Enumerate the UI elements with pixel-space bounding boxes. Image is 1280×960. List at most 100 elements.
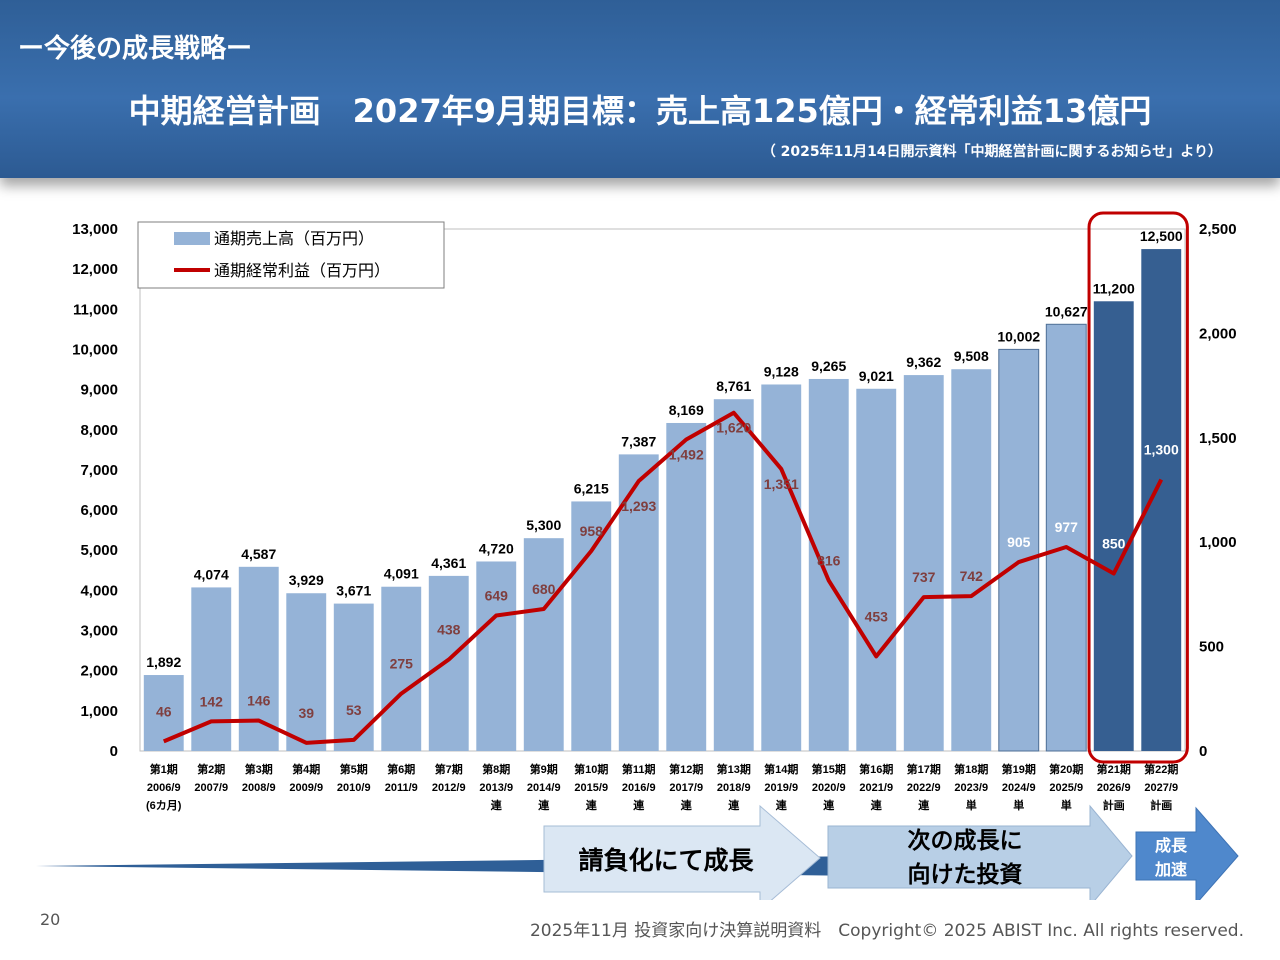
- profit-data-label: 742: [960, 568, 984, 584]
- sales-bar: [476, 561, 517, 751]
- phase-arrow-1: [543, 804, 821, 900]
- x-tick-year-label: 2013/9: [479, 782, 513, 794]
- x-tick-period-label: 第19期: [1002, 762, 1036, 776]
- phase-label-2-line1: 次の成長に: [908, 827, 1023, 853]
- left-axis-tick-label: 12,000: [72, 261, 118, 278]
- legend-bar-swatch: [174, 232, 210, 245]
- plan-highlight-box: [1087, 211, 1189, 764]
- headline: 中期経営計画 2027年9月期目標：売上高125億円・経常利益13億円: [128, 92, 1152, 130]
- x-tick-year-label: 2025/9: [1049, 782, 1083, 794]
- sales-bar: [761, 384, 802, 751]
- phase-label-3-line2: 加速: [1154, 861, 1187, 879]
- x-tick-year-label: 2006/9: [147, 782, 181, 794]
- x-tick-period-label: 第9期: [530, 762, 558, 776]
- profit-data-label: 142: [200, 693, 224, 709]
- profit-data-label: 737: [912, 569, 936, 585]
- profit-data-label: 977: [1055, 519, 1079, 535]
- x-tick-year-label: 2009/9: [289, 782, 323, 794]
- sales-data-label: 10,627: [1045, 303, 1088, 319]
- source-note: （ 2025年11月14日開示資料「中期経営計画に関するお知らせ」より）: [761, 144, 1222, 160]
- profit-data-label: 39: [298, 705, 314, 721]
- x-tick-note-label: 連: [586, 798, 598, 812]
- phase-label-1: 請負化にて成長: [578, 846, 754, 875]
- x-tick-year-label: 2008/9: [242, 782, 276, 794]
- sales-data-label: 12,500: [1140, 228, 1183, 244]
- x-tick-period-label: 第15期: [812, 762, 846, 776]
- left-axis-tick-label: 1,000: [80, 703, 118, 720]
- sales-data-label: 9,265: [811, 358, 846, 374]
- x-tick-year-label: 2016/9: [622, 782, 656, 794]
- sales-bar: [1045, 323, 1087, 752]
- left-axis-tick-label: 5,000: [80, 542, 118, 559]
- profit-line: [162, 410, 1164, 745]
- x-tick-period-label: 第6期: [387, 762, 415, 776]
- sales-bar: [1093, 301, 1134, 751]
- profit-data-label: 46: [156, 703, 172, 719]
- x-tick-period-label: 第22期: [1144, 762, 1178, 776]
- x-tick-note-label: 連: [871, 798, 883, 812]
- sales-data-label: 1,892: [146, 654, 181, 670]
- profit-data-label: 453: [865, 608, 889, 624]
- x-tick-year-label: 2021/9: [859, 782, 893, 794]
- right-axis-tick-label: 2,000: [1199, 325, 1237, 342]
- x-tick-note-label: 単: [1061, 798, 1072, 812]
- sales-data-label: 7,387: [621, 433, 656, 449]
- x-tick-year-label: 2015/9: [574, 782, 608, 794]
- sales-profit-chart: 0 1,000 2,000 3,000 4,000 5,000 6,000 7,000 8,00…: [36, 211, 1239, 900]
- left-axis-tick-label: 8,000: [80, 422, 118, 439]
- right-axis-tick-label: 0: [1199, 743, 1207, 760]
- sales-bar: [1141, 249, 1182, 752]
- x-tick-period-label: 第14期: [764, 762, 798, 776]
- sales-bar: [713, 399, 754, 751]
- sales-data-label: 10,002: [997, 328, 1040, 344]
- profit-data-label: 1,492: [669, 446, 704, 462]
- phase-label-3-line1: 成長: [1155, 836, 1188, 855]
- sales-data-label: 9,128: [764, 363, 799, 379]
- sales-data-label: 8,169: [669, 402, 704, 418]
- sales-bar: [286, 593, 327, 751]
- plot-frame: [139, 228, 1186, 752]
- profit-data-label: 1,351: [764, 476, 799, 492]
- sales-data-label: 3,929: [289, 572, 324, 588]
- x-tick-period-label: 第18期: [954, 762, 988, 776]
- left-axis-tick-label: 6,000: [80, 502, 118, 519]
- sales-bar: [903, 375, 944, 751]
- x-tick-year-label: 2017/9: [669, 782, 703, 794]
- x-tick-period-label: 第21期: [1097, 762, 1131, 776]
- phase-arrow-3: [1135, 806, 1239, 900]
- x-tick-note-label: 単: [1013, 798, 1024, 812]
- x-tick-period-label: 第7期: [435, 762, 463, 776]
- x-tick-period-label: 第2期: [197, 762, 225, 776]
- x-tick-period-label: 第11期: [622, 762, 656, 776]
- left-axis-tick-label: 11,000: [73, 301, 118, 318]
- phase-label-2-line2: 向けた投資: [908, 861, 1023, 887]
- x-tick-year-label: 2010/9: [337, 782, 371, 794]
- sales-data-label: 8,761: [716, 378, 751, 394]
- x-tick-year-label: 2024/9: [1002, 782, 1036, 794]
- profit-data-label: 275: [390, 656, 414, 672]
- x-tick-period-label: 第4期: [292, 762, 320, 776]
- x-tick-period-label: 第13期: [717, 762, 751, 776]
- sales-data-label: 6,215: [574, 480, 609, 496]
- left-axis-tick-label: 2,000: [80, 663, 118, 680]
- left-axis-tick-label: 9,000: [80, 382, 118, 399]
- sales-data-label: 11,200: [1093, 280, 1135, 296]
- sales-bar: [998, 348, 1040, 752]
- x-tick-note-label: 連: [491, 798, 503, 812]
- left-axis-tick-label: 13,000: [72, 221, 118, 238]
- sales-data-label: 3,671: [336, 583, 371, 599]
- right-axis-tick-label: 1,000: [1199, 534, 1237, 551]
- x-tick-period-label: 第3期: [245, 762, 273, 776]
- x-tick-year-label: 2023/9: [954, 782, 988, 794]
- sales-bar: [951, 369, 992, 751]
- sales-data-label: 4,361: [431, 555, 466, 571]
- x-tick-note-label: 連: [823, 798, 835, 812]
- sales-data-label: 9,362: [906, 354, 941, 370]
- sales-bar: [856, 388, 897, 751]
- left-axis-tick-label: 3,000: [80, 623, 118, 640]
- sales-data-label: 4,074: [194, 566, 229, 582]
- x-tick-year-label: 2011/9: [385, 782, 418, 794]
- x-tick-year-label: 2022/9: [907, 782, 941, 794]
- profit-data-label: 1,300: [1144, 442, 1179, 458]
- left-axis-tick-label: 7,000: [80, 462, 118, 479]
